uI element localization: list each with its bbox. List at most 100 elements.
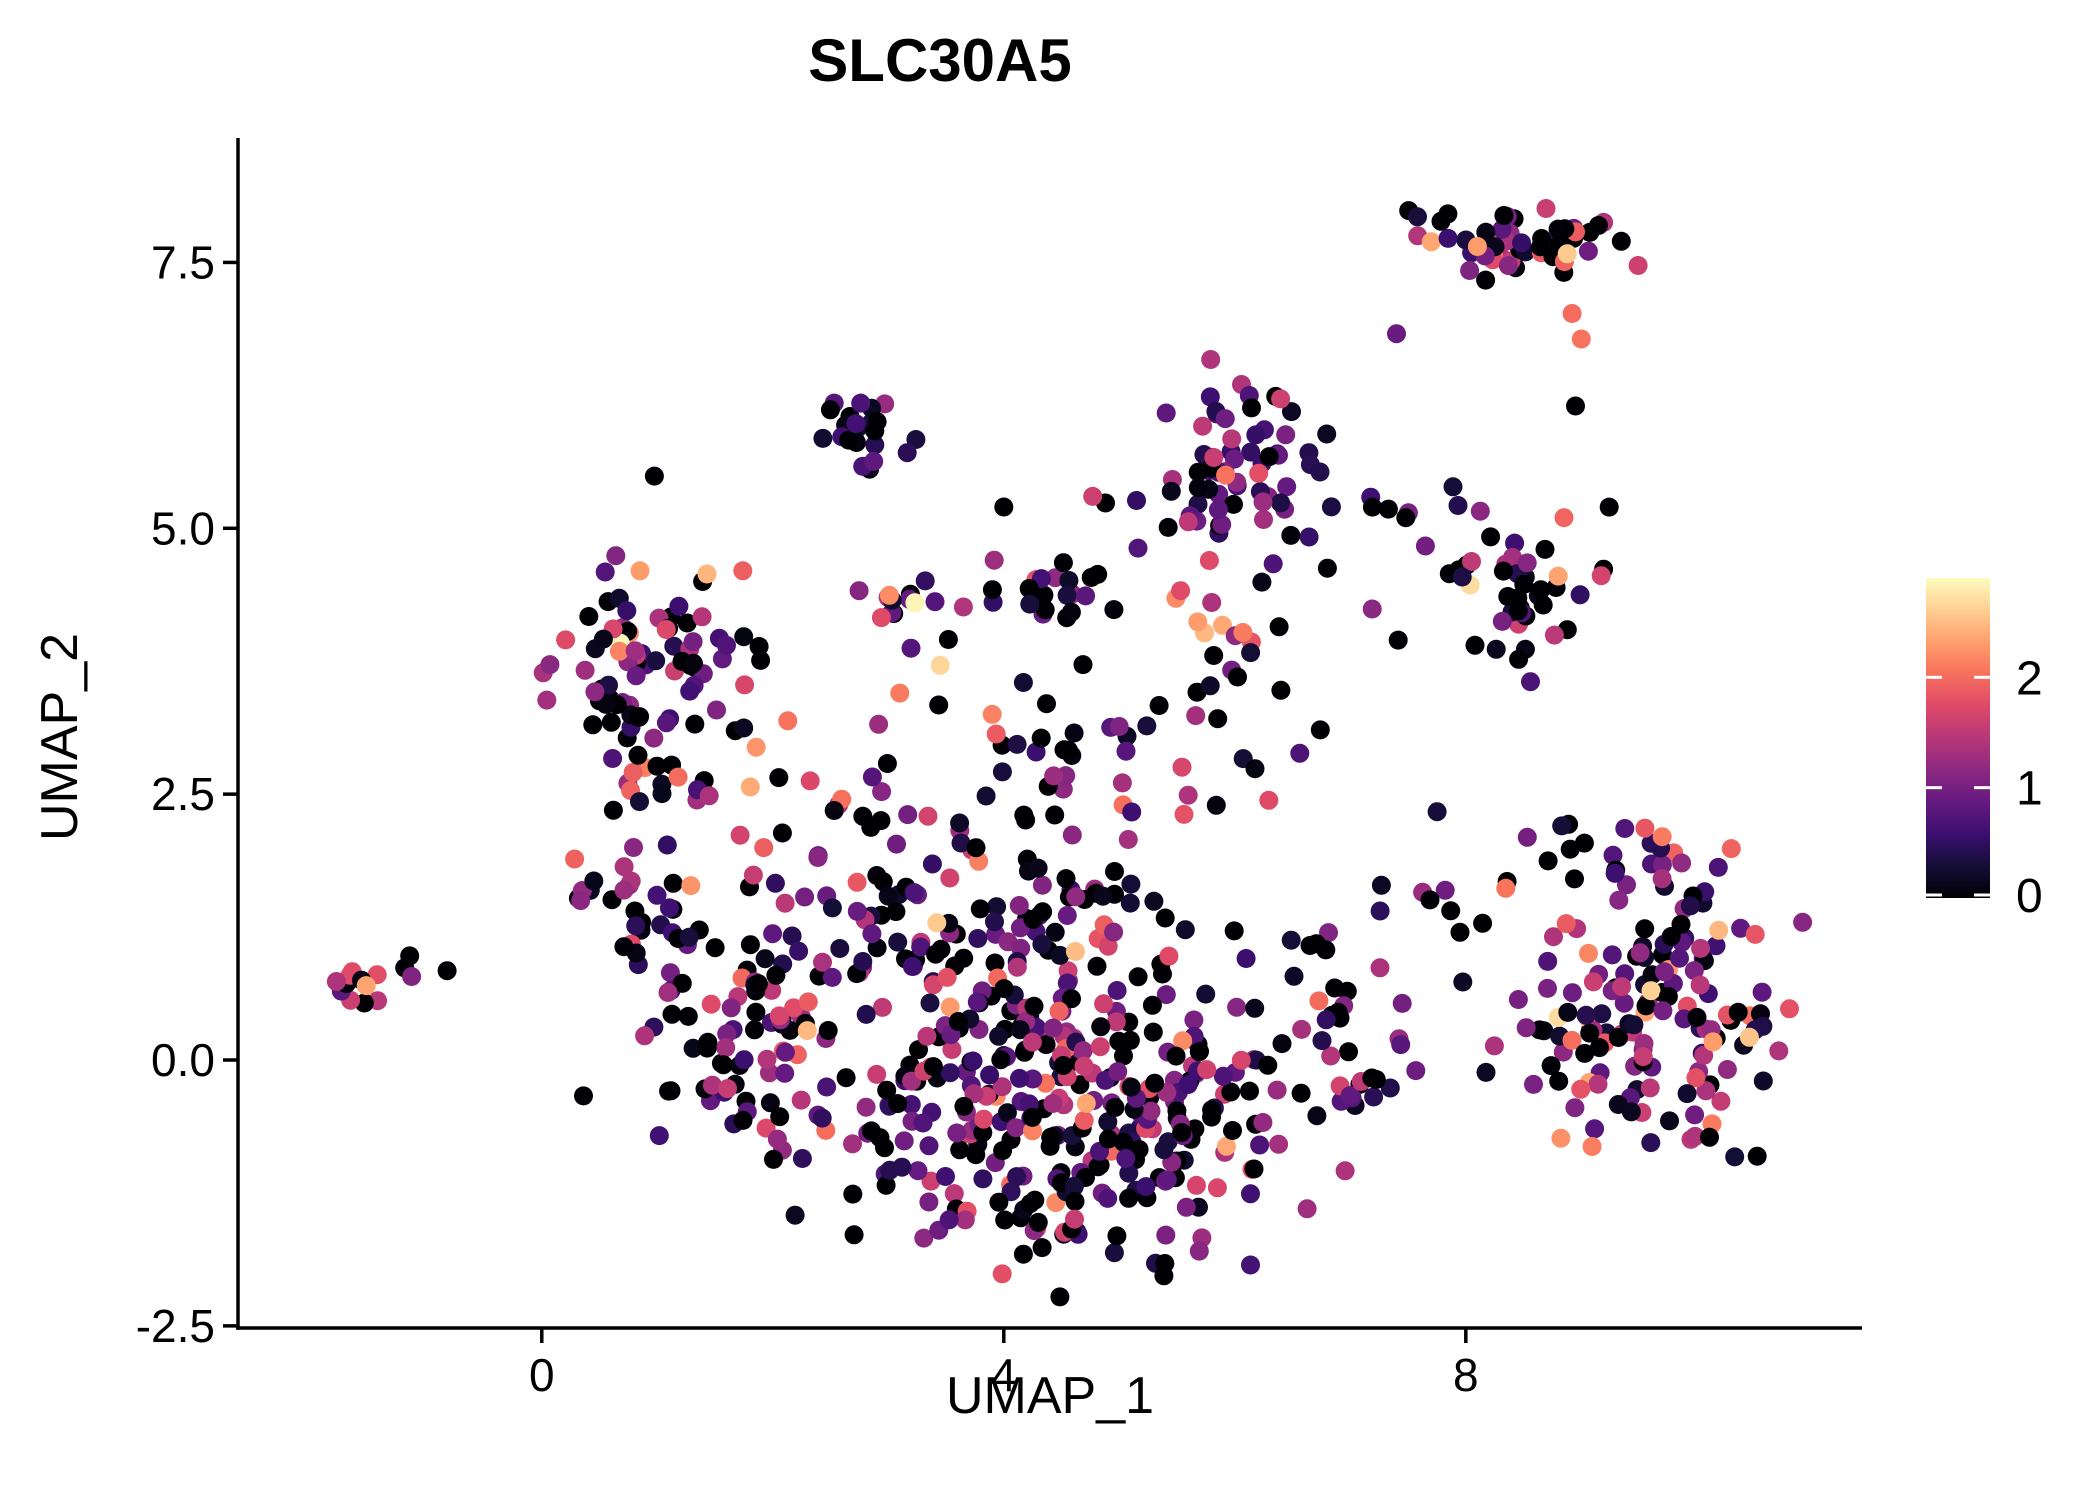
data-point — [733, 561, 753, 581]
data-point — [849, 581, 869, 601]
plot-title: SLC30A5 — [808, 27, 1072, 94]
data-point — [1599, 497, 1619, 517]
data-point — [897, 443, 917, 463]
data-point — [1694, 1045, 1714, 1065]
data-point — [1685, 1126, 1705, 1146]
colorbar-tick-label: 0 — [2016, 870, 2043, 923]
data-point — [664, 636, 684, 656]
data-point — [1721, 839, 1741, 859]
data-point — [1094, 994, 1114, 1014]
data-point — [1578, 241, 1598, 261]
data-point — [1585, 1119, 1605, 1139]
data-point — [1227, 997, 1247, 1017]
data-point — [1312, 1031, 1332, 1051]
data-point — [1065, 1191, 1085, 1211]
data-point — [718, 1079, 737, 1099]
data-point — [1574, 833, 1594, 853]
data-point — [1202, 593, 1222, 612]
data-point — [1157, 1170, 1177, 1190]
data-point — [1104, 922, 1124, 942]
data-point — [1173, 1031, 1193, 1051]
data-point — [872, 782, 892, 802]
data-point — [1462, 552, 1481, 571]
data-point — [1154, 1266, 1174, 1286]
data-point — [1053, 553, 1073, 573]
data-point — [911, 937, 931, 957]
data-point — [1174, 804, 1194, 824]
data-point — [1521, 672, 1540, 692]
data-point — [680, 681, 700, 701]
data-point — [623, 762, 643, 782]
data-point — [609, 641, 629, 661]
data-point — [1271, 680, 1291, 700]
data-point — [989, 1192, 1009, 1212]
data-point — [1215, 409, 1235, 429]
data-point — [1122, 802, 1142, 822]
data-point — [940, 997, 960, 1017]
data-point — [1453, 972, 1473, 992]
data-point — [1254, 510, 1273, 529]
data-point — [734, 718, 754, 738]
data-point — [951, 833, 971, 853]
data-point — [997, 1103, 1017, 1123]
data-point — [1098, 1129, 1118, 1149]
data-point — [1731, 918, 1751, 938]
data-point — [1420, 890, 1440, 910]
data-point — [1541, 1056, 1561, 1076]
data-point — [917, 1026, 937, 1046]
data-point — [865, 435, 885, 455]
data-point — [812, 1108, 832, 1128]
data-point — [770, 1107, 790, 1127]
data-point — [963, 1051, 983, 1071]
data-point — [1186, 706, 1206, 726]
data-point — [1575, 1043, 1595, 1063]
data-point — [1107, 1226, 1127, 1246]
data-point — [856, 1004, 876, 1024]
data-point — [1321, 497, 1341, 517]
data-point — [1154, 1140, 1174, 1160]
data-point — [663, 873, 683, 893]
data-point — [1073, 1041, 1093, 1061]
data-point — [1476, 222, 1496, 242]
data-point — [775, 1063, 795, 1083]
data-point — [1066, 887, 1086, 907]
data-point — [940, 868, 960, 888]
data-point — [1321, 1046, 1341, 1066]
data-point — [733, 1110, 753, 1130]
data-point — [584, 871, 604, 891]
data-point — [1544, 625, 1564, 645]
data-point — [669, 596, 689, 616]
data-point — [953, 597, 973, 617]
data-point — [862, 767, 882, 787]
data-point — [678, 1006, 698, 1026]
data-point — [649, 1126, 669, 1146]
data-point — [994, 979, 1014, 999]
data-point — [791, 1090, 811, 1110]
data-point — [795, 887, 815, 907]
data-point — [626, 916, 646, 936]
data-point — [1739, 1027, 1759, 1047]
data-point — [1508, 990, 1528, 1009]
data-point — [1224, 921, 1244, 941]
data-point — [1166, 1046, 1186, 1066]
data-point — [668, 767, 688, 787]
data-point — [1129, 1140, 1149, 1159]
data-point — [942, 1040, 962, 1059]
data-point — [644, 728, 664, 748]
data-point — [1149, 696, 1169, 715]
data-point — [1081, 568, 1101, 587]
data-point — [596, 694, 616, 714]
data-point — [326, 972, 346, 991]
y-tick-label: 7.5 — [151, 236, 215, 288]
data-point — [721, 998, 741, 1018]
data-point — [1448, 496, 1468, 515]
data-point — [585, 682, 605, 702]
data-point — [630, 792, 649, 812]
data-point — [987, 897, 1007, 917]
data-point — [1064, 1177, 1084, 1196]
data-point — [565, 849, 585, 869]
data-point — [1213, 1066, 1233, 1086]
data-point — [1281, 930, 1301, 950]
data-point — [992, 762, 1012, 782]
